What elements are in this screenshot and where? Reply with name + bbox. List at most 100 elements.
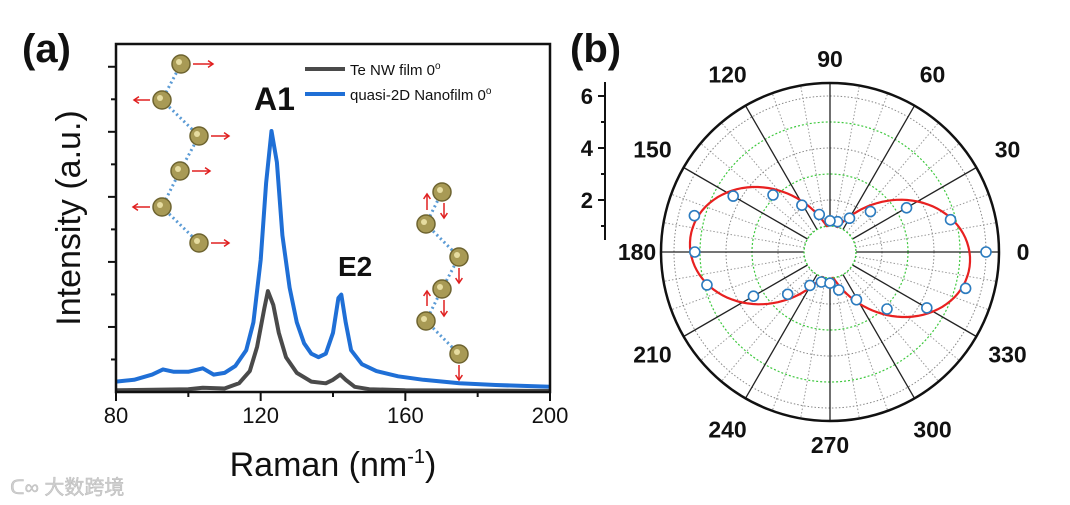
arrow-head: [223, 238, 231, 248]
angle-tick-label: 60: [920, 61, 946, 87]
angle-tick-label: 180: [618, 239, 656, 265]
angular-minor-gridline: [700, 142, 811, 236]
angular-minor-gridline: [800, 277, 826, 419]
bond: [160, 98, 201, 138]
atom-highlight: [437, 187, 443, 193]
x-tick-label: 80: [104, 403, 128, 428]
atom-chain-illustrations: [131, 54, 469, 382]
radial-tick-label: 6: [581, 84, 593, 109]
radial-tick-label: 2: [581, 188, 593, 213]
radial-tick-label: 4: [581, 136, 594, 161]
angular-minor-gridline: [671, 193, 806, 244]
atom-highlight: [157, 202, 163, 208]
data-point: [747, 290, 760, 303]
data-point: [688, 209, 701, 222]
x-tick-label: 120: [242, 403, 279, 428]
angular-minor-gridline: [855, 256, 997, 282]
arrow-head: [422, 289, 432, 297]
annotation-e2: E2: [338, 251, 372, 282]
x-axis-label: Raman (nm-1): [230, 446, 437, 484]
x-tick-label: 200: [532, 403, 569, 428]
panel-label-a: (a): [22, 27, 71, 71]
data-point: [864, 205, 877, 218]
series-line-1: [115, 129, 551, 389]
series-line-0: [115, 289, 551, 393]
legend: Te NW film 0o quasi-2D Nanofilm 0o: [305, 61, 492, 104]
atom-highlight: [421, 316, 427, 322]
angle-tick-label: 90: [817, 46, 843, 72]
angular-minor-gridline: [834, 85, 860, 227]
angle-tick-label: 120: [708, 61, 746, 87]
arrow-head: [454, 374, 464, 382]
arrow-head: [439, 212, 449, 220]
data-point: [881, 303, 893, 315]
angle-tick-label: 240: [708, 417, 746, 443]
arrow-head: [439, 310, 449, 318]
arrow-head: [132, 95, 140, 105]
angular-minor-gridline: [834, 277, 860, 419]
atom-highlight: [454, 349, 460, 355]
angular-minor-gridline: [855, 222, 997, 248]
arrow-head: [131, 202, 139, 212]
data-point: [701, 279, 713, 291]
data-point: [796, 199, 808, 211]
angular-gridline: [744, 274, 818, 399]
angular-minor-gridline: [846, 271, 940, 382]
data-point: [832, 284, 845, 296]
bond: [160, 205, 201, 245]
polar-frame: [659, 81, 1001, 423]
arrow-head: [204, 166, 212, 176]
angle-tick-label: 150: [633, 137, 671, 163]
angular-minor-gridline: [663, 222, 805, 248]
angular-minor-gridline: [800, 85, 826, 227]
data-point: [688, 246, 701, 258]
annotation-a1: A1: [254, 81, 295, 117]
angular-minor-gridline: [771, 276, 822, 411]
angular-minor-gridline: [849, 142, 960, 236]
angular-gridline: [683, 166, 808, 240]
angle-tick-label: 300: [913, 417, 951, 443]
angular-minor-gridline: [671, 260, 806, 311]
angular-minor-gridline: [663, 256, 805, 282]
data-point: [824, 215, 836, 227]
angular-minor-gridline: [854, 260, 989, 311]
plot-frame: [114, 42, 552, 394]
data-point: [813, 208, 826, 221]
atom-highlight: [175, 166, 181, 172]
atom-highlight: [176, 59, 182, 65]
angular-gridline: [683, 264, 808, 338]
angular-gridline: [852, 264, 977, 338]
legend-label-te-nw: Te NW film 0o: [350, 61, 441, 79]
inner-hole: [805, 227, 855, 277]
angular-minor-gridline: [849, 268, 960, 362]
x-tick-label: 160: [387, 403, 424, 428]
angular-gridline: [842, 105, 916, 230]
data-point: [843, 212, 856, 225]
data-point: [781, 288, 794, 301]
angular-minor-gridline: [846, 122, 940, 233]
arrow-head: [223, 131, 231, 141]
atom-highlight: [454, 252, 460, 258]
data-point: [850, 293, 863, 306]
data-point: [824, 277, 836, 290]
arrow-head: [454, 277, 464, 285]
watermark-logo: ᑕ∞ 大数跨境: [10, 476, 124, 499]
data-point: [959, 282, 972, 295]
angular-minor-gridline: [720, 122, 814, 233]
angular-minor-gridline: [854, 193, 989, 244]
angular-minor-gridline: [838, 276, 889, 411]
angular-gridline: [852, 166, 977, 240]
data-point: [804, 279, 816, 292]
y-axis-label: Intensity (a.u.): [50, 110, 88, 325]
data-point: [944, 213, 957, 226]
angular-minor-gridline: [838, 93, 889, 228]
angle-tick-label: 210: [633, 342, 671, 368]
atom-highlight: [194, 131, 200, 137]
angular-minor-gridline: [700, 268, 811, 362]
legend-label-quasi2d: quasi-2D Nanofilm 0o: [350, 86, 492, 104]
atom-highlight: [437, 284, 443, 290]
angular-minor-gridline: [771, 93, 822, 228]
panel-label-b: (b): [570, 27, 621, 71]
data-point: [980, 246, 992, 258]
data-point: [767, 189, 779, 201]
